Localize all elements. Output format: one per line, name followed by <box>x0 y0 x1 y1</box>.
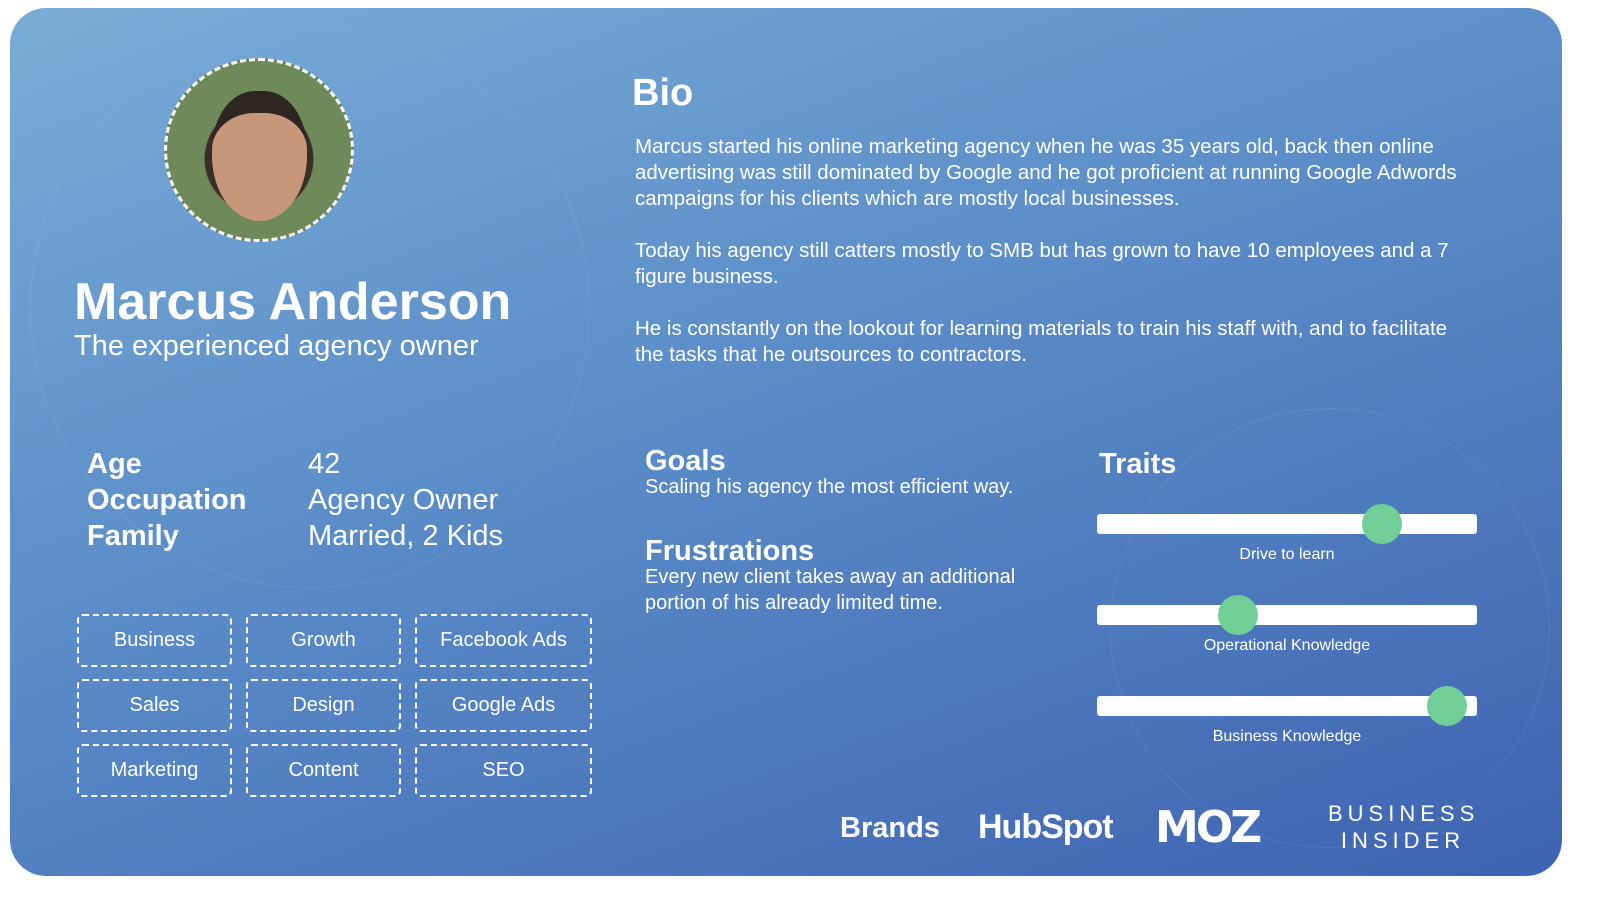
persona-name: Marcus Anderson <box>74 273 512 331</box>
tag: Facebook Ads <box>415 614 592 667</box>
avatar-face <box>212 91 307 221</box>
frustrations-section: Frustrations Every new client takes away… <box>645 535 1045 616</box>
brands-heading: Brands <box>840 812 940 844</box>
moz-logo: MOZ <box>1155 802 1262 853</box>
fact-value: Agency Owner <box>308 484 499 516</box>
trait-thumb <box>1426 686 1467 726</box>
tag: Marketing <box>77 744 232 797</box>
tag: Growth <box>246 614 401 667</box>
fact-value: 42 <box>308 448 341 480</box>
tag: Google Ads <box>415 679 592 732</box>
persona-card: Marcus Anderson The experienced agency o… <box>10 8 1562 876</box>
tag: Sales <box>77 679 232 732</box>
trait-label: Drive to learn <box>1239 546 1335 563</box>
traits-heading: Traits <box>1099 448 1177 480</box>
trait-track <box>1097 504 1477 544</box>
bio-paragraph: Today his agency still catters mostly to… <box>635 239 1449 288</box>
fact-value: Married, 2 Kids <box>308 520 504 552</box>
tag: Content <box>246 744 401 797</box>
bio-paragraph: Marcus started his online marketing agen… <box>635 135 1457 210</box>
bio-text: Marcus started his online marketing agen… <box>635 134 1475 394</box>
trait-label: Operational Knowledge <box>1203 637 1371 654</box>
fact-label: Family <box>87 520 179 552</box>
bio-heading: Bio <box>632 72 694 114</box>
decorative-circle <box>1110 408 1550 848</box>
frustrations-text: Every new client takes away an additiona… <box>645 566 1016 614</box>
trait-label: Business Knowledge <box>1212 728 1362 745</box>
avatar <box>164 58 354 242</box>
fact-label: Age <box>87 448 142 480</box>
persona-tagline: The experienced agency owner <box>74 330 479 362</box>
trait-track <box>1097 595 1477 635</box>
trait-drive-to-learn: Drive to learn <box>1097 504 1477 564</box>
bio-paragraph: He is constantly on the lookout for lear… <box>635 317 1448 366</box>
goals-heading: Goals <box>645 445 726 477</box>
frustrations-heading: Frustrations <box>645 535 815 567</box>
hubspot-logo: HubSpot <box>978 808 1114 846</box>
decorative-circle <box>30 28 590 588</box>
facts-list: Age 42 Occupation Agency Owner Family Marri… <box>87 446 503 554</box>
tag: SEO <box>415 744 592 797</box>
goals-text: Scaling his agency the most efficient wa… <box>645 476 1014 498</box>
trait-track <box>1097 686 1477 726</box>
trait-thumb <box>1362 504 1402 544</box>
tag: Design <box>246 679 401 732</box>
fact-label: Occupation <box>87 484 247 516</box>
trait-business-knowledge: Business Knowledge <box>1097 686 1477 746</box>
goals-section: Goals Scaling his agency the most effici… <box>645 445 1014 500</box>
tag-grid: Business Growth Facebook Ads Sales Desig… <box>77 614 592 797</box>
trait-operational-knowledge: Operational Knowledge <box>1097 595 1477 655</box>
business-insider-logo: BUSINESS INSIDER <box>1328 801 1480 853</box>
tag: Business <box>77 614 232 667</box>
trait-thumb <box>1217 595 1258 635</box>
